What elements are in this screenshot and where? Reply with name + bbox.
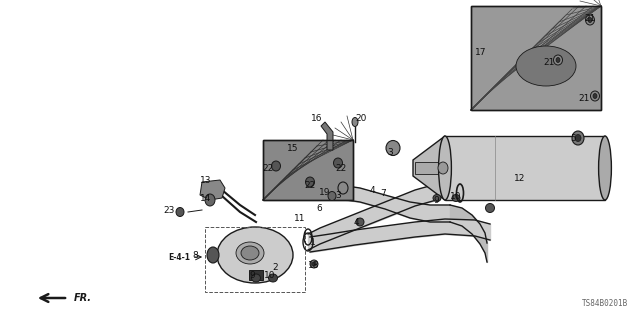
Polygon shape — [321, 122, 333, 150]
Text: 23: 23 — [164, 205, 175, 214]
Ellipse shape — [516, 46, 576, 86]
Text: 21: 21 — [579, 93, 590, 102]
Text: 1: 1 — [310, 237, 316, 246]
Text: 4: 4 — [369, 186, 375, 195]
Ellipse shape — [591, 91, 600, 101]
Ellipse shape — [572, 131, 584, 145]
Ellipse shape — [207, 247, 219, 263]
Ellipse shape — [333, 158, 342, 168]
Text: 9: 9 — [433, 196, 439, 204]
Text: 20: 20 — [355, 114, 366, 123]
Ellipse shape — [269, 274, 278, 282]
Ellipse shape — [310, 260, 318, 268]
Ellipse shape — [312, 262, 316, 266]
Ellipse shape — [575, 134, 581, 141]
Text: 12: 12 — [515, 173, 525, 182]
Text: 3: 3 — [335, 190, 341, 199]
Ellipse shape — [217, 227, 293, 283]
Bar — [263, 140, 353, 200]
Bar — [249, 270, 263, 280]
Polygon shape — [200, 180, 225, 200]
Text: 3: 3 — [387, 148, 393, 156]
Bar — [471, 6, 601, 110]
Ellipse shape — [356, 218, 364, 226]
Text: E-4-1: E-4-1 — [168, 252, 190, 261]
Text: FR.: FR. — [74, 293, 92, 303]
Text: 19: 19 — [319, 188, 330, 196]
Text: 9: 9 — [249, 271, 255, 281]
Bar — [263, 140, 353, 200]
Ellipse shape — [433, 195, 441, 202]
Bar — [445, 136, 605, 200]
Bar — [205, 227, 305, 292]
Text: 17: 17 — [475, 47, 486, 57]
Text: 15: 15 — [287, 143, 299, 153]
Ellipse shape — [338, 182, 348, 194]
Text: 6: 6 — [316, 204, 322, 212]
Ellipse shape — [593, 93, 597, 99]
Text: 14: 14 — [200, 194, 211, 203]
Text: 8: 8 — [192, 251, 198, 260]
Ellipse shape — [271, 161, 280, 171]
Ellipse shape — [328, 191, 336, 201]
Bar — [471, 6, 601, 110]
Ellipse shape — [556, 58, 560, 62]
Text: 10: 10 — [264, 271, 276, 281]
Text: 16: 16 — [310, 114, 322, 123]
Ellipse shape — [598, 136, 611, 200]
Polygon shape — [413, 136, 445, 200]
Text: 5: 5 — [570, 133, 576, 142]
Text: 18: 18 — [308, 261, 320, 270]
Ellipse shape — [236, 242, 264, 264]
Bar — [415, 162, 443, 174]
Ellipse shape — [176, 207, 184, 217]
Text: 4: 4 — [353, 218, 359, 227]
Ellipse shape — [241, 246, 259, 260]
Ellipse shape — [305, 177, 314, 187]
Text: 2: 2 — [272, 263, 278, 273]
Text: 21: 21 — [584, 13, 596, 22]
Text: 10: 10 — [451, 191, 461, 201]
Text: 22: 22 — [335, 164, 346, 172]
Text: 7: 7 — [380, 188, 386, 197]
Ellipse shape — [586, 15, 595, 25]
Text: 21: 21 — [543, 58, 555, 67]
Ellipse shape — [554, 55, 563, 65]
Text: TS84B0201B: TS84B0201B — [582, 299, 628, 308]
Text: 13: 13 — [200, 175, 211, 185]
Ellipse shape — [438, 162, 448, 174]
Text: 22: 22 — [263, 164, 274, 172]
Text: 11: 11 — [294, 213, 305, 222]
Ellipse shape — [588, 18, 592, 22]
Ellipse shape — [386, 140, 400, 156]
Ellipse shape — [452, 195, 460, 202]
Ellipse shape — [352, 117, 358, 126]
Ellipse shape — [486, 204, 495, 212]
Ellipse shape — [438, 136, 451, 200]
Ellipse shape — [252, 274, 260, 282]
Text: 22: 22 — [305, 180, 316, 189]
Ellipse shape — [205, 194, 215, 206]
